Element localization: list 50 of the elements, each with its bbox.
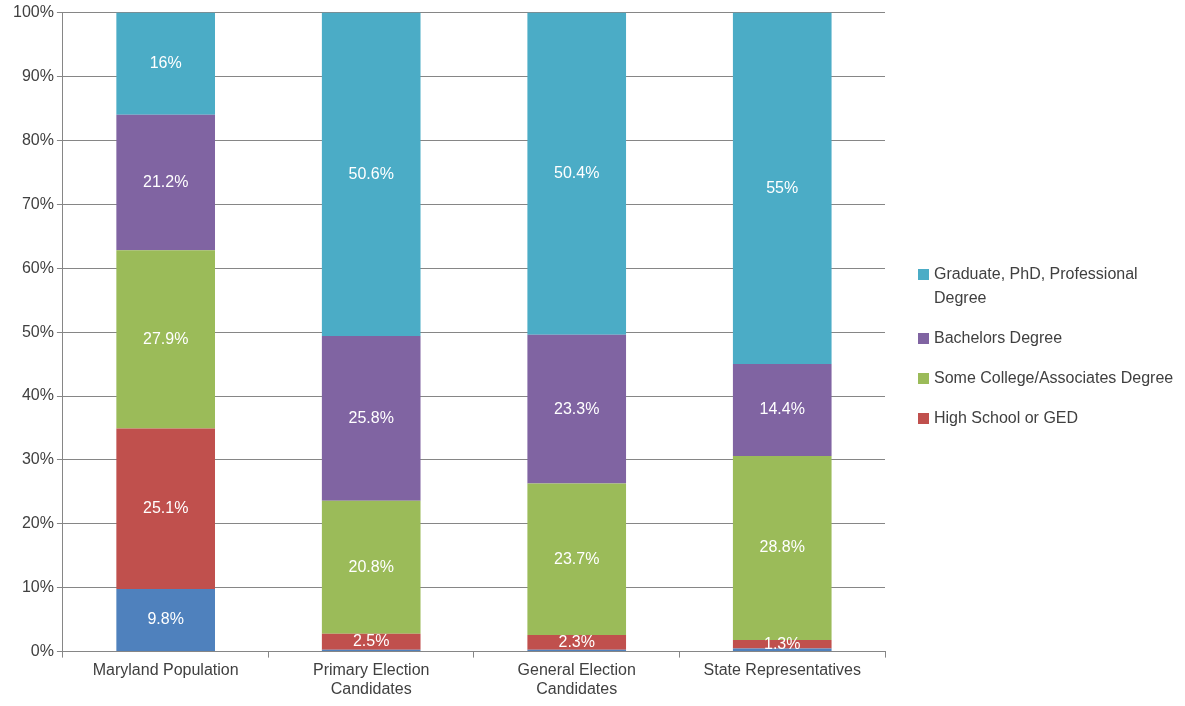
data-label: 9.8% [147, 610, 184, 628]
y-tick-label: 100% [13, 3, 54, 21]
bar [732, 364, 832, 457]
data-label: 16% [149, 54, 182, 72]
data-label: 28.8% [759, 538, 805, 556]
data-label: 20.8% [348, 557, 394, 575]
category-label: General Election [517, 660, 636, 678]
bar [116, 428, 216, 589]
y-tick-label: 30% [21, 450, 54, 468]
category-label: Candidates [536, 679, 618, 697]
data-label: 50.4% [554, 164, 600, 182]
data-label: 25.1% [142, 499, 189, 517]
bar [116, 114, 216, 251]
x-tick-label: State Representatives [703, 660, 861, 678]
legend-label: Graduate, PhD, Professional Degree [934, 264, 1139, 308]
bar [321, 12, 421, 336]
bar [732, 12, 832, 365]
data-label: 23.7% [554, 549, 600, 567]
y-tick-label: 70% [21, 194, 54, 212]
bar [116, 588, 216, 652]
bar [116, 12, 216, 115]
y-tick-label: 90% [21, 66, 54, 84]
bar [527, 483, 627, 635]
data-label: 2.5% [352, 632, 390, 650]
data-label: 25.8% [348, 408, 394, 426]
y-tick-label: 40% [21, 386, 54, 404]
data-label: 21.2% [142, 172, 189, 190]
y-tick-label: 80% [21, 130, 54, 148]
legend-label: High School or GED [934, 408, 1079, 428]
data-label: 23.3% [554, 399, 600, 417]
category-label: Primary Election [312, 660, 430, 678]
data-label: 27.9% [142, 329, 189, 347]
data-label: 2.3% [558, 632, 595, 650]
x-tick-label: Maryland Population [92, 660, 239, 678]
y-tick-label: 10% [21, 578, 54, 596]
data-label: 14.4% [759, 400, 805, 418]
y-tick-label: 0% [30, 642, 54, 660]
legend-label: Bachelors Degree [934, 328, 1063, 348]
category-label: Candidates [330, 679, 412, 697]
bar [527, 334, 627, 484]
data-label: 50.6% [348, 164, 394, 182]
y-tick-label: 60% [21, 258, 54, 276]
y-tick-label: 20% [21, 514, 54, 532]
data-label: 55% [766, 178, 799, 196]
bar [116, 250, 216, 429]
y-tick-label: 50% [21, 322, 54, 340]
bar [321, 335, 421, 501]
bar [527, 12, 627, 335]
legend-label: Some College/Associates Degree [934, 368, 1174, 388]
bar [321, 500, 421, 634]
